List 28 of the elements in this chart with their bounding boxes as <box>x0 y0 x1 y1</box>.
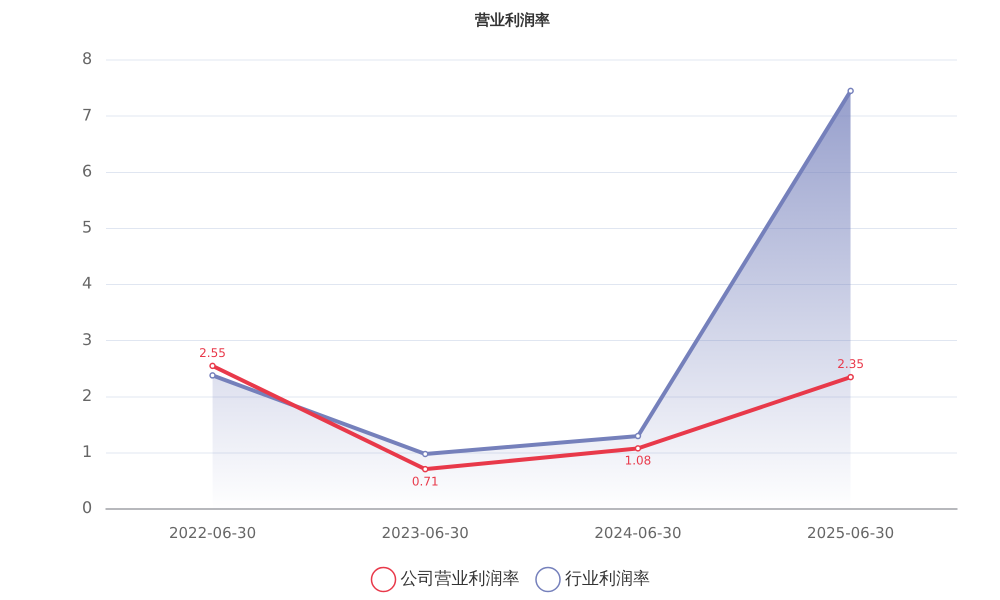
y-tick-label: 0 <box>82 498 92 518</box>
data-label: 2.55 <box>199 346 226 360</box>
legend-label: 行业利润率 <box>565 568 650 589</box>
data-label: 1.08 <box>624 454 652 468</box>
point <box>422 450 428 458</box>
y-tick-label: 3 <box>82 330 92 349</box>
x-tick-label: 2023-06-30 <box>382 524 469 542</box>
point <box>634 432 642 440</box>
y-tick-label: 8 <box>82 49 92 68</box>
point <box>847 88 854 94</box>
point <box>422 466 428 472</box>
point <box>847 374 854 380</box>
y-tick-label: 4 <box>82 274 92 293</box>
y-tick-label: 7 <box>82 105 92 124</box>
chart-title: 营业利润率 <box>474 10 550 29</box>
x-tick-label: 2022-06-30 <box>168 524 256 542</box>
point <box>209 362 216 370</box>
data-label: 2.35 <box>837 357 864 372</box>
x-tick-label: 2024-06-30 <box>594 524 682 542</box>
legend-label: 公司营业利润率 <box>400 568 520 589</box>
y-tick-label: 5 <box>82 218 92 237</box>
data-label: 0.71 <box>412 474 439 488</box>
x-tick-label: 2025-06-30 <box>807 524 894 542</box>
y-tick-label: 2 <box>82 386 92 405</box>
point <box>209 372 216 379</box>
y-tick-label: 6 <box>82 161 92 180</box>
point <box>634 445 642 452</box>
y-tick-label: 1 <box>82 442 92 462</box>
